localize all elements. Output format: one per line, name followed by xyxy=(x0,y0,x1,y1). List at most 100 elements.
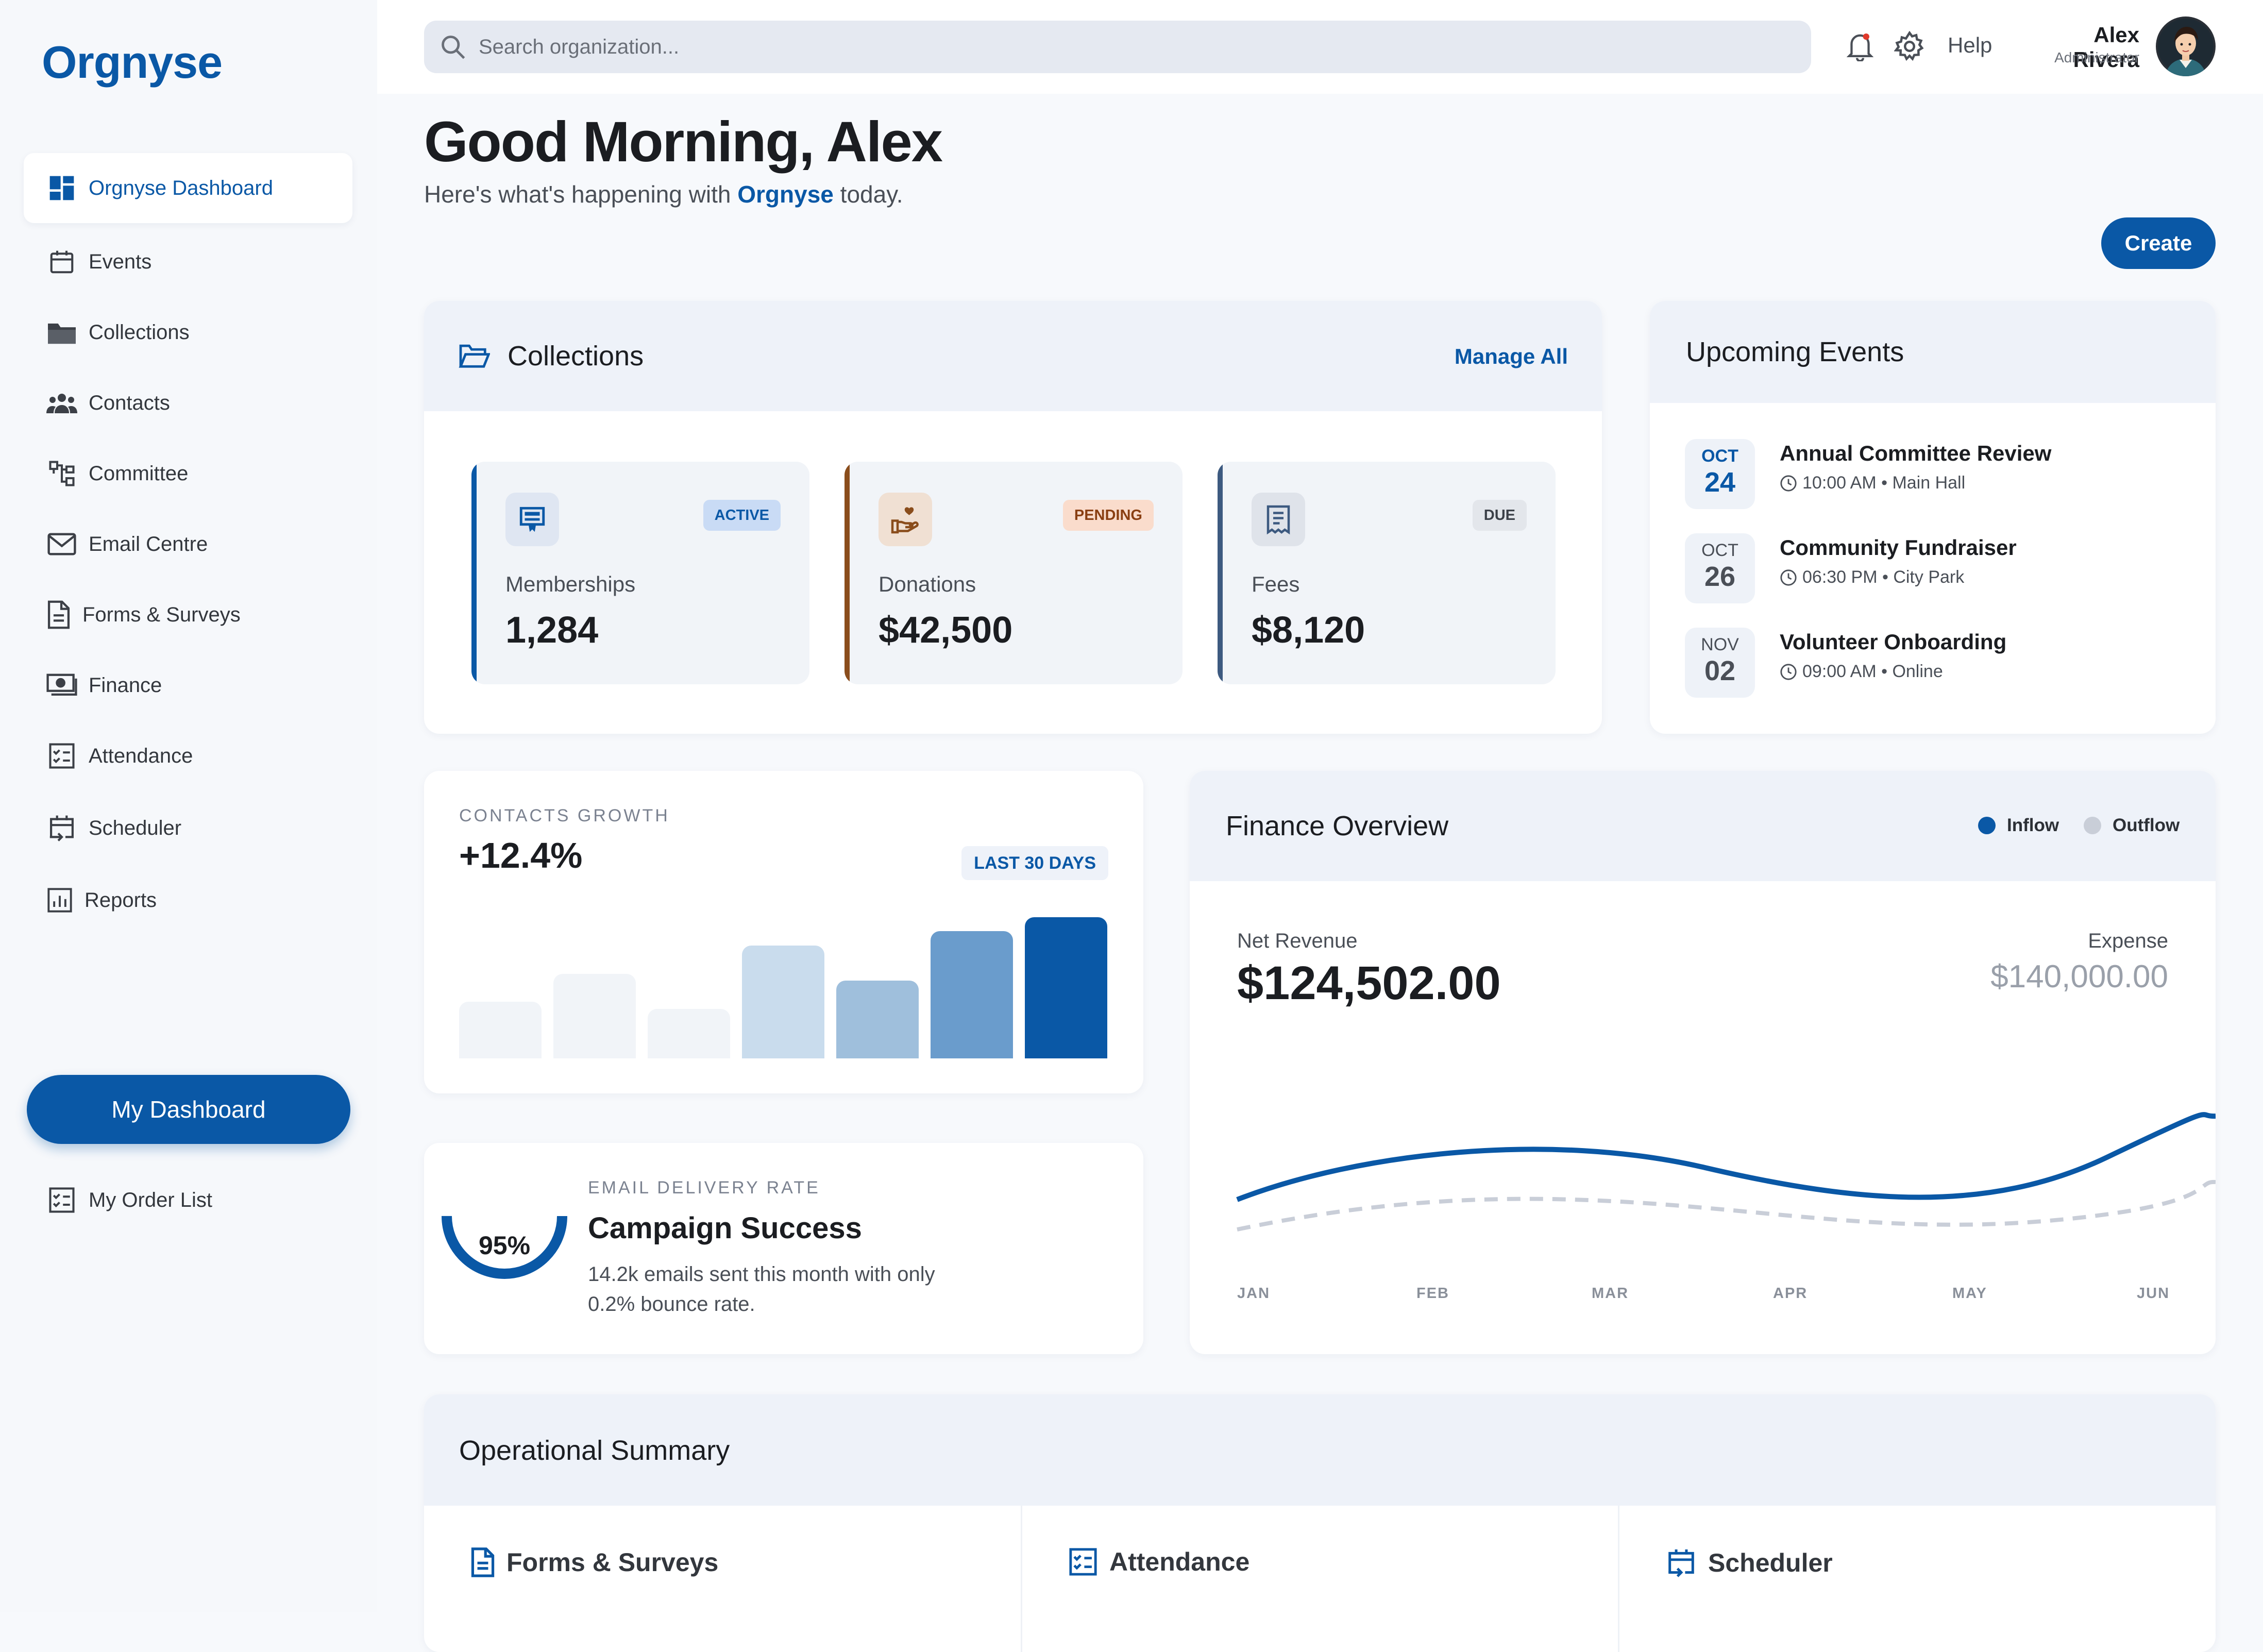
user-name[interactable]: Alex Rivera xyxy=(2073,23,2139,72)
event-date-tile: OCT 26 xyxy=(1685,533,1755,603)
stat-value: $8,120 xyxy=(1252,610,1365,651)
delivery-rate-ring: 95% xyxy=(440,1185,569,1315)
sidebar-item-order-list[interactable]: My Order List xyxy=(45,1179,212,1221)
search-input[interactable] xyxy=(478,35,1716,59)
legend-label: Outflow xyxy=(2113,815,2180,835)
sidebar-item-label: Committee xyxy=(89,462,189,485)
sidebar-item-scheduler[interactable]: Scheduler xyxy=(45,807,181,849)
upcoming-events-card: Upcoming Events OCT 24 Annual Committee … xyxy=(1650,301,2216,734)
ops-column-scheduler[interactable]: Scheduler xyxy=(1666,1547,1833,1579)
divider xyxy=(1021,1506,1022,1652)
sidebar-item-label: Orgnyse Dashboard xyxy=(89,176,273,199)
accent-bar xyxy=(845,462,850,684)
my-dashboard-button[interactable]: My Dashboard xyxy=(27,1075,350,1144)
ops-column-label: Scheduler xyxy=(1708,1548,1833,1577)
stat-card-fees[interactable]: DUE Fees $8,120 xyxy=(1218,462,1556,684)
search-bar[interactable] xyxy=(424,21,1811,73)
folder-icon xyxy=(45,316,78,349)
status-badge: ACTIVE xyxy=(703,500,781,531)
checklist-icon xyxy=(1068,1547,1098,1577)
accent-bar xyxy=(471,462,477,684)
sidebar-item-label: Forms & Surveys xyxy=(82,603,241,626)
growth-bar xyxy=(459,1002,542,1058)
stat-card-donations[interactable]: PENDING Donations $42,500 xyxy=(845,462,1183,684)
campaign-caption: EMAIL DELIVERY RATE xyxy=(588,1178,820,1198)
help-link[interactable]: Help xyxy=(1948,33,1992,57)
avatar[interactable] xyxy=(2156,16,2216,76)
sidebar-item-collections[interactable]: Collections xyxy=(45,312,190,353)
notification-bell-icon[interactable] xyxy=(1843,29,1878,64)
legend-outflow[interactable]: Outflow xyxy=(2084,815,2180,836)
status-badge: DUE xyxy=(1472,500,1527,531)
event-title: Volunteer Onboarding xyxy=(1780,630,2007,654)
clock-icon xyxy=(1780,569,1797,586)
clock-icon xyxy=(1780,475,1797,492)
receipt-icon xyxy=(1252,493,1305,546)
divider xyxy=(1618,1506,1619,1652)
sidebar-item-label: My Order List xyxy=(89,1188,213,1211)
expense-value: $140,000.00 xyxy=(1990,959,2168,994)
contacts-growth-card: CONTACTS GROWTH +12.4% LAST 30 DAYS xyxy=(424,771,1143,1093)
money-icon xyxy=(45,669,78,702)
event-month: OCT xyxy=(1701,541,1738,560)
calendar-arrow-icon xyxy=(45,812,78,845)
ops-header xyxy=(424,1394,2216,1506)
growth-value: +12.4% xyxy=(459,835,583,875)
create-button[interactable]: Create xyxy=(2101,217,2216,269)
calendar-icon xyxy=(45,245,78,278)
month-label: APR xyxy=(1773,1285,1808,1302)
mail-icon xyxy=(45,528,78,561)
subtitle-text: today. xyxy=(833,181,903,208)
folder-open-icon xyxy=(458,342,490,369)
app-logo[interactable]: Orgnyse xyxy=(42,37,223,88)
ops-column-forms[interactable]: Forms & Surveys xyxy=(470,1547,718,1578)
sidebar: Orgnyse Orgnyse Dashboard Events Collect… xyxy=(0,0,377,1612)
sidebar-item-dashboard[interactable]: Orgnyse Dashboard xyxy=(45,167,273,209)
subtitle-text: Here's what's happening with xyxy=(424,181,738,208)
event-time-place: 09:00 AM • Online xyxy=(1802,662,1943,681)
sidebar-item-committee[interactable]: Committee xyxy=(45,453,188,494)
events-header xyxy=(1650,301,2216,403)
growth-bar xyxy=(742,946,824,1058)
month-label: JUN xyxy=(2137,1285,2170,1302)
expense-label: Expense xyxy=(2088,930,2168,952)
accent-bar xyxy=(1218,462,1223,684)
stat-label: Fees xyxy=(1252,572,1300,596)
people-icon xyxy=(45,386,78,419)
stat-card-memberships[interactable]: ACTIVE Memberships 1,284 xyxy=(471,462,809,684)
checklist-icon xyxy=(45,739,78,772)
collections-card: Collections Manage All ACTIVE Membership… xyxy=(424,301,1602,734)
sidebar-item-email-centre[interactable]: Email Centre xyxy=(45,524,208,565)
clock-icon xyxy=(1780,663,1797,681)
legend-swatch xyxy=(2084,817,2101,834)
net-revenue-value: $124,502.00 xyxy=(1237,957,1501,1009)
ops-title: Operational Summary xyxy=(459,1435,730,1466)
sidebar-item-contacts[interactable]: Contacts xyxy=(45,382,170,424)
period-badge[interactable]: LAST 30 DAYS xyxy=(961,846,1108,880)
event-meta: 09:00 AM • Online xyxy=(1780,662,1943,682)
sidebar-item-label: Events xyxy=(89,250,152,273)
sidebar-item-label: Attendance xyxy=(89,744,193,767)
sidebar-item-finance[interactable]: Finance xyxy=(45,665,162,706)
campaign-title: Campaign Success xyxy=(588,1211,862,1245)
dashboard-icon xyxy=(45,172,78,205)
ops-column-attendance[interactable]: Attendance xyxy=(1068,1547,1249,1577)
stat-value: 1,284 xyxy=(505,610,599,651)
collections-title: Collections xyxy=(508,341,644,372)
membership-card-icon xyxy=(505,493,559,546)
finance-title: Finance Overview xyxy=(1226,811,1449,841)
event-meta: 06:30 PM • City Park xyxy=(1780,567,1964,587)
legend-inflow[interactable]: Inflow xyxy=(1978,815,2059,836)
growth-caption: CONTACTS GROWTH xyxy=(459,806,670,825)
sidebar-item-forms-surveys[interactable]: Forms & Surveys xyxy=(45,594,241,635)
gear-icon[interactable] xyxy=(1892,29,1927,64)
finance-header xyxy=(1190,771,2216,881)
sidebar-item-label: Scheduler xyxy=(89,816,182,839)
sidebar-item-reports[interactable]: Reports xyxy=(45,880,157,921)
subtitle-org-name: Orgnyse xyxy=(737,181,834,208)
sidebar-item-events[interactable]: Events xyxy=(45,241,151,282)
event-day: 02 xyxy=(1704,655,1736,686)
campaign-card: 95% EMAIL DELIVERY RATE Campaign Success… xyxy=(424,1143,1143,1354)
manage-all-link[interactable]: Manage All xyxy=(1454,344,1568,368)
sidebar-item-attendance[interactable]: Attendance xyxy=(45,735,193,777)
